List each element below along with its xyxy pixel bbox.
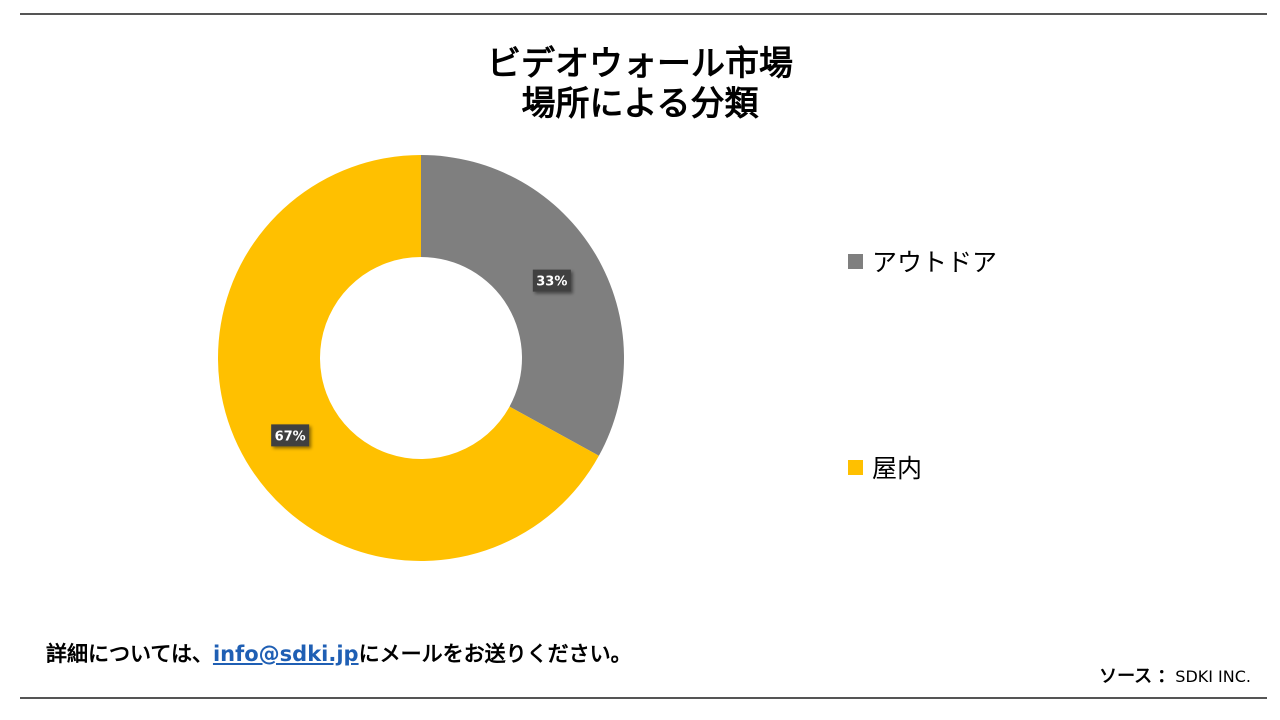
source-label: ソース xyxy=(1099,666,1153,687)
legend-label-outdoor: アウトドア xyxy=(872,248,998,277)
bottom-rule xyxy=(20,697,1267,699)
legend-item-indoor: 屋内 xyxy=(848,452,923,483)
contact-note-prefix: 詳細については、 xyxy=(46,642,213,666)
data-label-text-indoor: 67% xyxy=(275,429,306,444)
legend-swatch-indoor xyxy=(848,459,863,475)
legend-item-outdoor: アウトドア xyxy=(848,246,998,277)
data-label-indoor: 67% xyxy=(271,424,310,447)
chart-title-line-2: 場所による分類 xyxy=(521,84,759,124)
donut-slice-indoor xyxy=(217,155,599,561)
donut-slice-outdoor xyxy=(421,155,624,456)
chart-title-line-1: ビデオウォール市場 xyxy=(487,44,793,84)
source-value: SDKI INC. xyxy=(1175,667,1251,686)
source-separator: ： xyxy=(1157,666,1176,687)
top-rule xyxy=(20,13,1267,15)
chart-title: ビデオウォール市場 場所による分類 xyxy=(0,44,1280,124)
contact-email-link[interactable]: info@sdki.jp xyxy=(212,642,359,666)
legend-swatch-outdoor xyxy=(848,253,863,269)
contact-note: 詳細については、info@sdki.jpにメールをお送りください。 xyxy=(46,640,632,668)
data-label-box-outdoor xyxy=(532,269,571,292)
data-label-outdoor: 33% xyxy=(532,269,571,292)
data-label-text-outdoor: 33% xyxy=(536,275,567,290)
source-credit: ソース ：SDKI INC. xyxy=(1099,665,1251,689)
data-label-box-indoor xyxy=(271,424,310,447)
contact-note-suffix: にメールをお送りください。 xyxy=(358,642,632,666)
legend-label-indoor: 屋内 xyxy=(872,454,923,483)
